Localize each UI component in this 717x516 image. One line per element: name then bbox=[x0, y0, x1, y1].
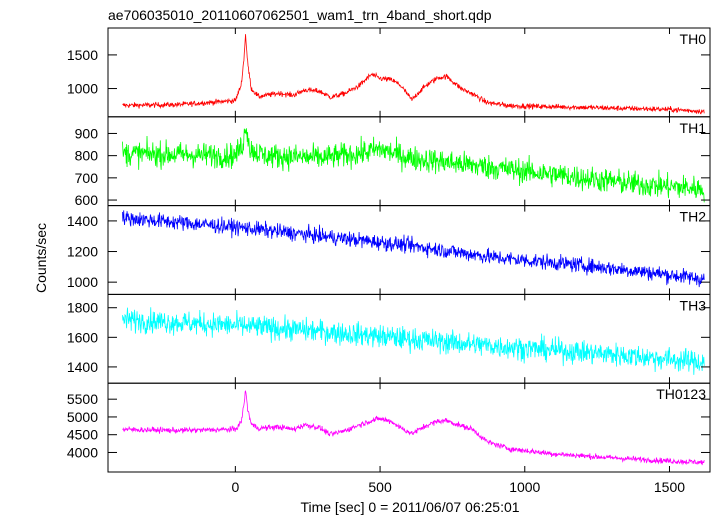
panel-label: TH3 bbox=[680, 297, 707, 313]
y-tick-label: 1800 bbox=[67, 300, 98, 316]
panel-label: TH0123 bbox=[656, 386, 706, 402]
panel-th3: 1400 1600 1800 TH3 bbox=[67, 293, 711, 384]
series-line-th0123 bbox=[122, 390, 705, 466]
y-tick-label: 1600 bbox=[67, 329, 98, 345]
y-tick-label: 1000 bbox=[67, 274, 98, 290]
y-tick-label: 700 bbox=[75, 170, 99, 186]
panel-th1: 600 700 800 900 TH1 bbox=[75, 116, 711, 208]
panel-th0: 1000 1500 TH0 bbox=[67, 27, 711, 118]
y-tick-label: 800 bbox=[75, 148, 99, 164]
panel-label: TH1 bbox=[680, 120, 707, 136]
x-tick-label: 500 bbox=[368, 479, 392, 495]
panel-label: TH2 bbox=[680, 209, 707, 225]
y-tick-label: 900 bbox=[75, 125, 99, 141]
series-line-th1 bbox=[122, 128, 705, 203]
y-tick-label: 1000 bbox=[67, 81, 98, 97]
series-line-th3 bbox=[122, 307, 705, 375]
x-tick-label: 1000 bbox=[509, 479, 540, 495]
y-tick-label: 1200 bbox=[67, 244, 98, 260]
y-tick-label: 4500 bbox=[67, 427, 98, 443]
panel-label: TH0 bbox=[680, 31, 707, 47]
x-tick-label: 0 bbox=[231, 479, 239, 495]
plot-layer: 1000 1500 TH0 600 700 800 900 TH1 1000 1200 1400 TH… bbox=[67, 27, 711, 495]
panel-th2: 1000 1200 1400 TH2 bbox=[67, 205, 711, 295]
y-tick-label: 5500 bbox=[67, 391, 98, 407]
panel-frame bbox=[107, 382, 711, 473]
y-tick-label: 5000 bbox=[67, 409, 98, 425]
x-tick-label: 1500 bbox=[654, 479, 685, 495]
y-tick-label: 1400 bbox=[67, 359, 98, 375]
y-axis-label: Counts/sec bbox=[33, 223, 49, 293]
series-line-th2 bbox=[122, 210, 705, 288]
y-tick-label: 600 bbox=[75, 192, 99, 208]
series-line-th0 bbox=[122, 34, 705, 115]
panel-frame bbox=[107, 205, 711, 295]
y-tick-label: 1400 bbox=[67, 213, 98, 229]
y-tick-label: 1500 bbox=[67, 47, 98, 63]
x-axis-label: Time [sec] 0 = 2011/06/07 06:25:01 bbox=[300, 499, 519, 515]
chart-title: ae706035010_20110607062501_wam1_trn_4ban… bbox=[108, 7, 492, 23]
y-tick-label: 4000 bbox=[67, 444, 98, 460]
